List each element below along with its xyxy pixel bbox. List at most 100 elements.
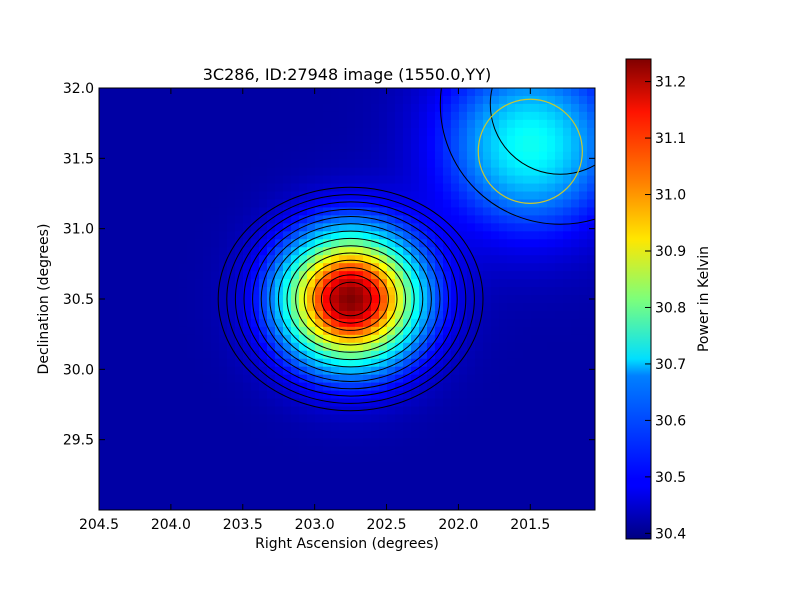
heatmap-cell xyxy=(331,263,340,272)
heatmap-cell xyxy=(219,342,228,352)
heatmap-cell xyxy=(491,446,500,455)
heatmap-cell xyxy=(435,271,444,280)
heatmap-cell xyxy=(299,430,308,439)
heatmap-cell xyxy=(571,422,580,431)
heatmap-cell xyxy=(131,215,140,224)
heatmap-cell xyxy=(387,358,396,368)
heatmap-cell xyxy=(371,334,380,344)
heatmap-cell xyxy=(363,207,372,216)
heatmap-cell xyxy=(307,342,316,352)
heatmap-cell xyxy=(403,143,412,153)
contour-line xyxy=(226,194,475,404)
heatmap-cell xyxy=(395,279,404,288)
heatmap-cell xyxy=(347,470,356,479)
heatmap-cell xyxy=(259,302,268,312)
heatmap-cell xyxy=(483,127,492,137)
heatmap-cell xyxy=(299,374,308,384)
heatmap-cell xyxy=(475,326,484,336)
heatmap-cell xyxy=(523,326,532,336)
heatmap-cell xyxy=(315,382,324,392)
heatmap-cell xyxy=(403,366,412,376)
heatmap-cell xyxy=(251,318,260,328)
heatmap-cell xyxy=(307,494,316,503)
heatmap-cell xyxy=(107,318,116,328)
heatmap-cell xyxy=(403,279,412,288)
heatmap-cell xyxy=(211,263,220,272)
heatmap-cell xyxy=(419,422,428,431)
heatmap-cell xyxy=(323,247,332,256)
heatmap-cell xyxy=(387,88,396,97)
heatmap-cell xyxy=(467,494,476,503)
heatmap-cell xyxy=(139,231,148,240)
heatmap-cell xyxy=(219,446,228,455)
heatmap-cell xyxy=(427,406,436,416)
heatmap-cell xyxy=(195,215,204,224)
heatmap-cell xyxy=(579,310,588,320)
heatmap-cell xyxy=(531,88,540,97)
heatmap-cell xyxy=(283,263,292,272)
heatmap-cell xyxy=(227,494,236,503)
heatmap-cell xyxy=(587,502,595,510)
heatmap-cell xyxy=(475,502,484,510)
heatmap-cell xyxy=(379,342,388,352)
heatmap-cell xyxy=(99,95,108,105)
heatmap-cell xyxy=(267,103,276,113)
heatmap-cell xyxy=(571,350,580,360)
heatmap-cell xyxy=(251,438,260,447)
heatmap-cell xyxy=(331,382,340,392)
heatmap-cell xyxy=(139,358,148,368)
heatmap-cell xyxy=(243,199,252,209)
heatmap-cell xyxy=(235,207,244,216)
heatmap-cell xyxy=(251,414,260,424)
heatmap-cell xyxy=(435,478,444,487)
heatmap-cell xyxy=(115,374,124,384)
heatmap-cell xyxy=(515,358,524,368)
heatmap-cell xyxy=(475,119,484,129)
heatmap-cell xyxy=(267,494,276,503)
heatmap-cell xyxy=(275,470,284,479)
heatmap-cell xyxy=(323,502,332,510)
heatmap-cell xyxy=(387,255,396,264)
heatmap-cell xyxy=(355,207,364,216)
heatmap-cell xyxy=(203,342,212,352)
heatmap-cell xyxy=(435,350,444,360)
heatmap-cell xyxy=(451,207,460,216)
heatmap-cell xyxy=(531,135,540,145)
heatmap-cell xyxy=(587,263,595,272)
contour-line xyxy=(286,245,415,353)
heatmap-cell xyxy=(155,103,164,113)
heatmap-cell xyxy=(531,446,540,455)
heatmap-cell xyxy=(339,95,348,105)
heatmap-cell xyxy=(323,159,332,169)
contour-line xyxy=(234,201,467,397)
heatmap-cell xyxy=(523,358,532,368)
heatmap-cell xyxy=(555,191,564,201)
heatmap-cell xyxy=(227,111,236,121)
heatmap-cell xyxy=(587,414,595,424)
heatmap-cell xyxy=(235,231,244,240)
heatmap-cell xyxy=(347,334,356,344)
heatmap-cell xyxy=(411,494,420,503)
heatmap-cell xyxy=(291,175,300,185)
colorbar-tick-label: 30.6 xyxy=(655,413,686,429)
heatmap-cell xyxy=(307,470,316,479)
heatmap-cell xyxy=(131,414,140,424)
heatmap-cell xyxy=(507,255,516,264)
heatmap-cell xyxy=(403,183,412,193)
heatmap-cell xyxy=(451,326,460,336)
heatmap-cell xyxy=(443,111,452,121)
heatmap-cell xyxy=(403,462,412,471)
heatmap-cell xyxy=(115,271,124,280)
heatmap-cell xyxy=(483,119,492,129)
heatmap-cell xyxy=(267,470,276,479)
heatmap-cell xyxy=(227,207,236,216)
heatmap-cell xyxy=(211,239,220,248)
heatmap-cell xyxy=(539,366,548,376)
heatmap-cell xyxy=(187,127,196,137)
heatmap-cell xyxy=(299,127,308,137)
heatmap-cell xyxy=(115,143,124,153)
heatmap-cell xyxy=(107,310,116,320)
heatmap-cell xyxy=(395,183,404,193)
heatmap-cell xyxy=(539,127,548,137)
heatmap-cell xyxy=(171,398,180,408)
